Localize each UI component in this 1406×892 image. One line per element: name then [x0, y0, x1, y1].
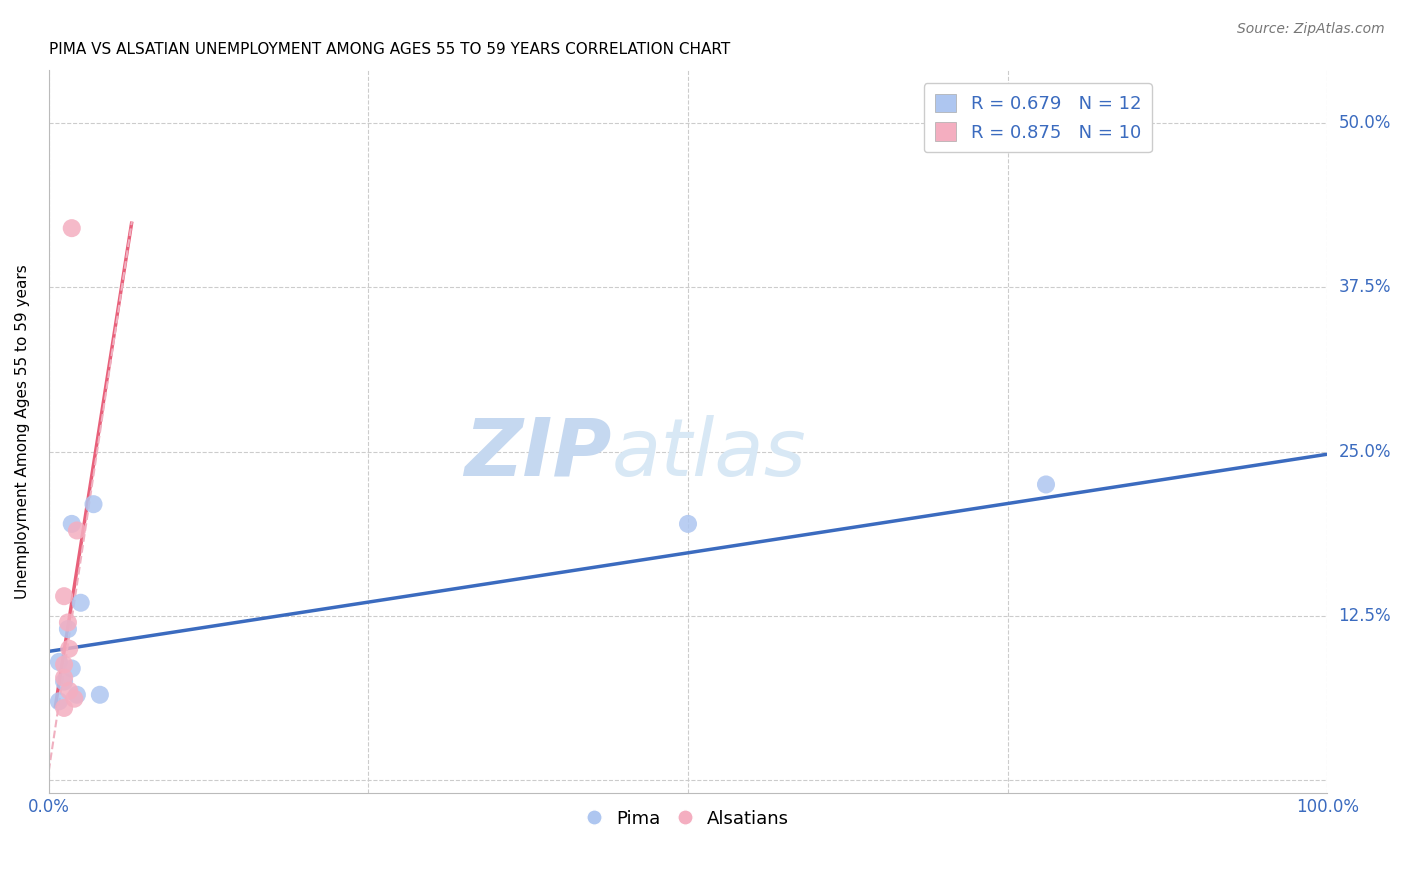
Text: 50.0%: 50.0%: [1339, 114, 1391, 132]
Text: ZIP: ZIP: [464, 415, 612, 492]
Text: PIMA VS ALSATIAN UNEMPLOYMENT AMONG AGES 55 TO 59 YEARS CORRELATION CHART: PIMA VS ALSATIAN UNEMPLOYMENT AMONG AGES…: [49, 42, 730, 57]
Point: [1035, 477, 1057, 491]
Point: [53, 701, 76, 715]
Text: 37.5%: 37.5%: [1339, 278, 1391, 296]
Text: Source: ZipAtlas.com: Source: ZipAtlas.com: [1237, 22, 1385, 37]
Point: [53, 671, 76, 685]
Text: atlas: atlas: [612, 415, 806, 492]
Text: 25.0%: 25.0%: [1339, 442, 1391, 460]
Point: [58, 641, 80, 656]
Point: [60, 661, 83, 675]
Point: [53, 674, 76, 689]
Point: [53, 589, 76, 603]
Y-axis label: Unemployment Among Ages 55 to 59 years: Unemployment Among Ages 55 to 59 years: [15, 265, 30, 599]
Point: [60, 516, 83, 531]
Point: [48, 655, 70, 669]
Point: [66, 524, 89, 538]
Point: [66, 688, 89, 702]
Point: [82, 497, 104, 511]
Legend: Pima, Alsatians: Pima, Alsatians: [579, 802, 796, 835]
Point: [60, 221, 83, 235]
Point: [63, 691, 86, 706]
Point: [676, 516, 699, 531]
Point: [89, 688, 111, 702]
Point: [58, 683, 80, 698]
Point: [53, 657, 76, 672]
Point: [56, 622, 79, 636]
Point: [69, 596, 91, 610]
Point: [56, 615, 79, 630]
Text: 12.5%: 12.5%: [1339, 607, 1391, 625]
Point: [48, 694, 70, 708]
